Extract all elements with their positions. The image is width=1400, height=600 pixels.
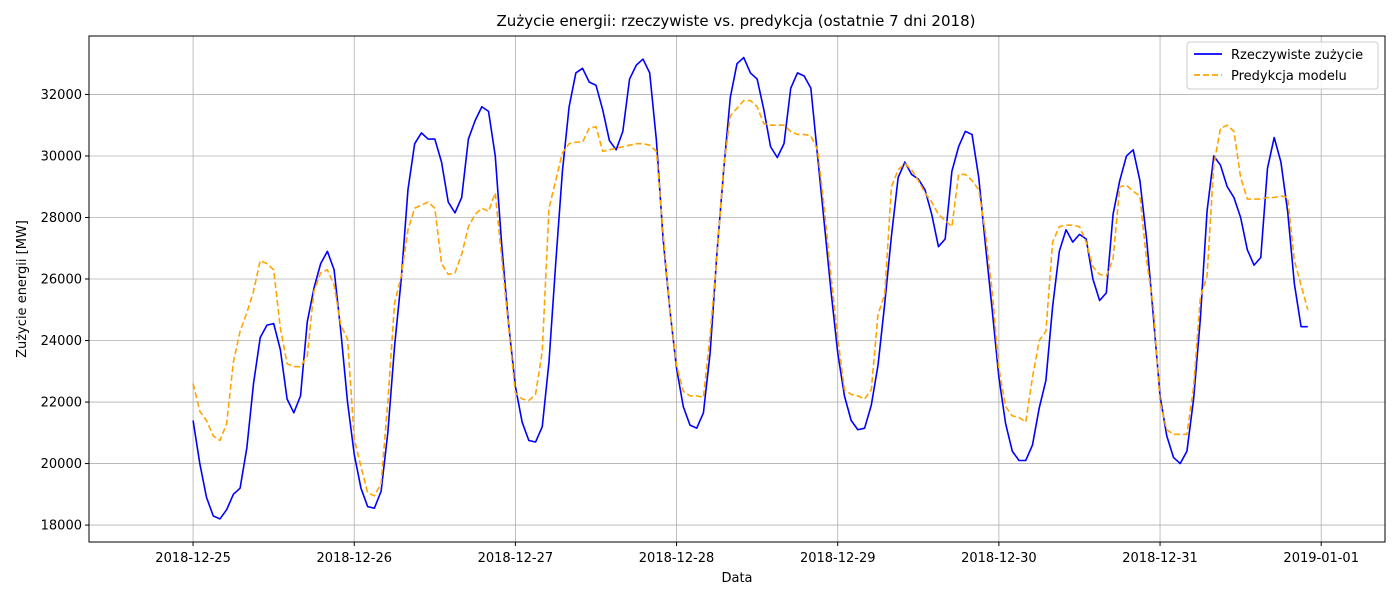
y-tick-label: 30000 [41,149,82,164]
chart-title: Zużycie energii: rzeczywiste vs. predykc… [497,12,976,30]
x-axis: 2018-12-25 2018-12-26 2018-12-27 2018-12-28… [155,542,1359,566]
x-tick-label: 2019-01-01 [1283,551,1359,566]
legend-box [1186,41,1379,90]
y-tick-label: 28000 [41,211,82,226]
legend-label-predicted: Predykcja modelu [1231,69,1347,84]
x-tick-label: 2018-12-28 [639,551,715,566]
grid-lines [89,36,1385,542]
x-axis-label: Data [721,571,752,586]
legend: Rzeczywiste zużycie Predykcja modelu [1186,41,1379,90]
x-tick-label: 2018-12-27 [478,551,554,566]
legend-label-actual: Rzeczywiste zużycie [1231,48,1363,63]
x-tick-label: 2018-12-31 [1122,551,1198,566]
y-axis: 18000 20000 22000 24000 26000 28000 30000 32000 [41,88,89,534]
y-axis-label: Zużycie energii [MW] [15,220,30,358]
x-tick-label: 2018-12-30 [961,551,1037,566]
x-tick-label: 2018-12-26 [316,551,392,566]
series-actual-line [192,56,1308,520]
y-tick-label: 32000 [41,88,82,103]
plot-frame [88,35,1386,543]
y-tick-label: 22000 [41,396,82,411]
y-tick-label: 20000 [41,457,82,472]
x-tick-label: 2018-12-29 [800,551,876,566]
y-tick-label: 26000 [41,273,82,288]
series-predicted-line [192,99,1309,497]
x-tick-label: 2018-12-25 [155,551,231,566]
y-tick-label: 24000 [41,334,82,349]
y-tick-label: 18000 [41,519,82,534]
series-layer [192,56,1309,520]
